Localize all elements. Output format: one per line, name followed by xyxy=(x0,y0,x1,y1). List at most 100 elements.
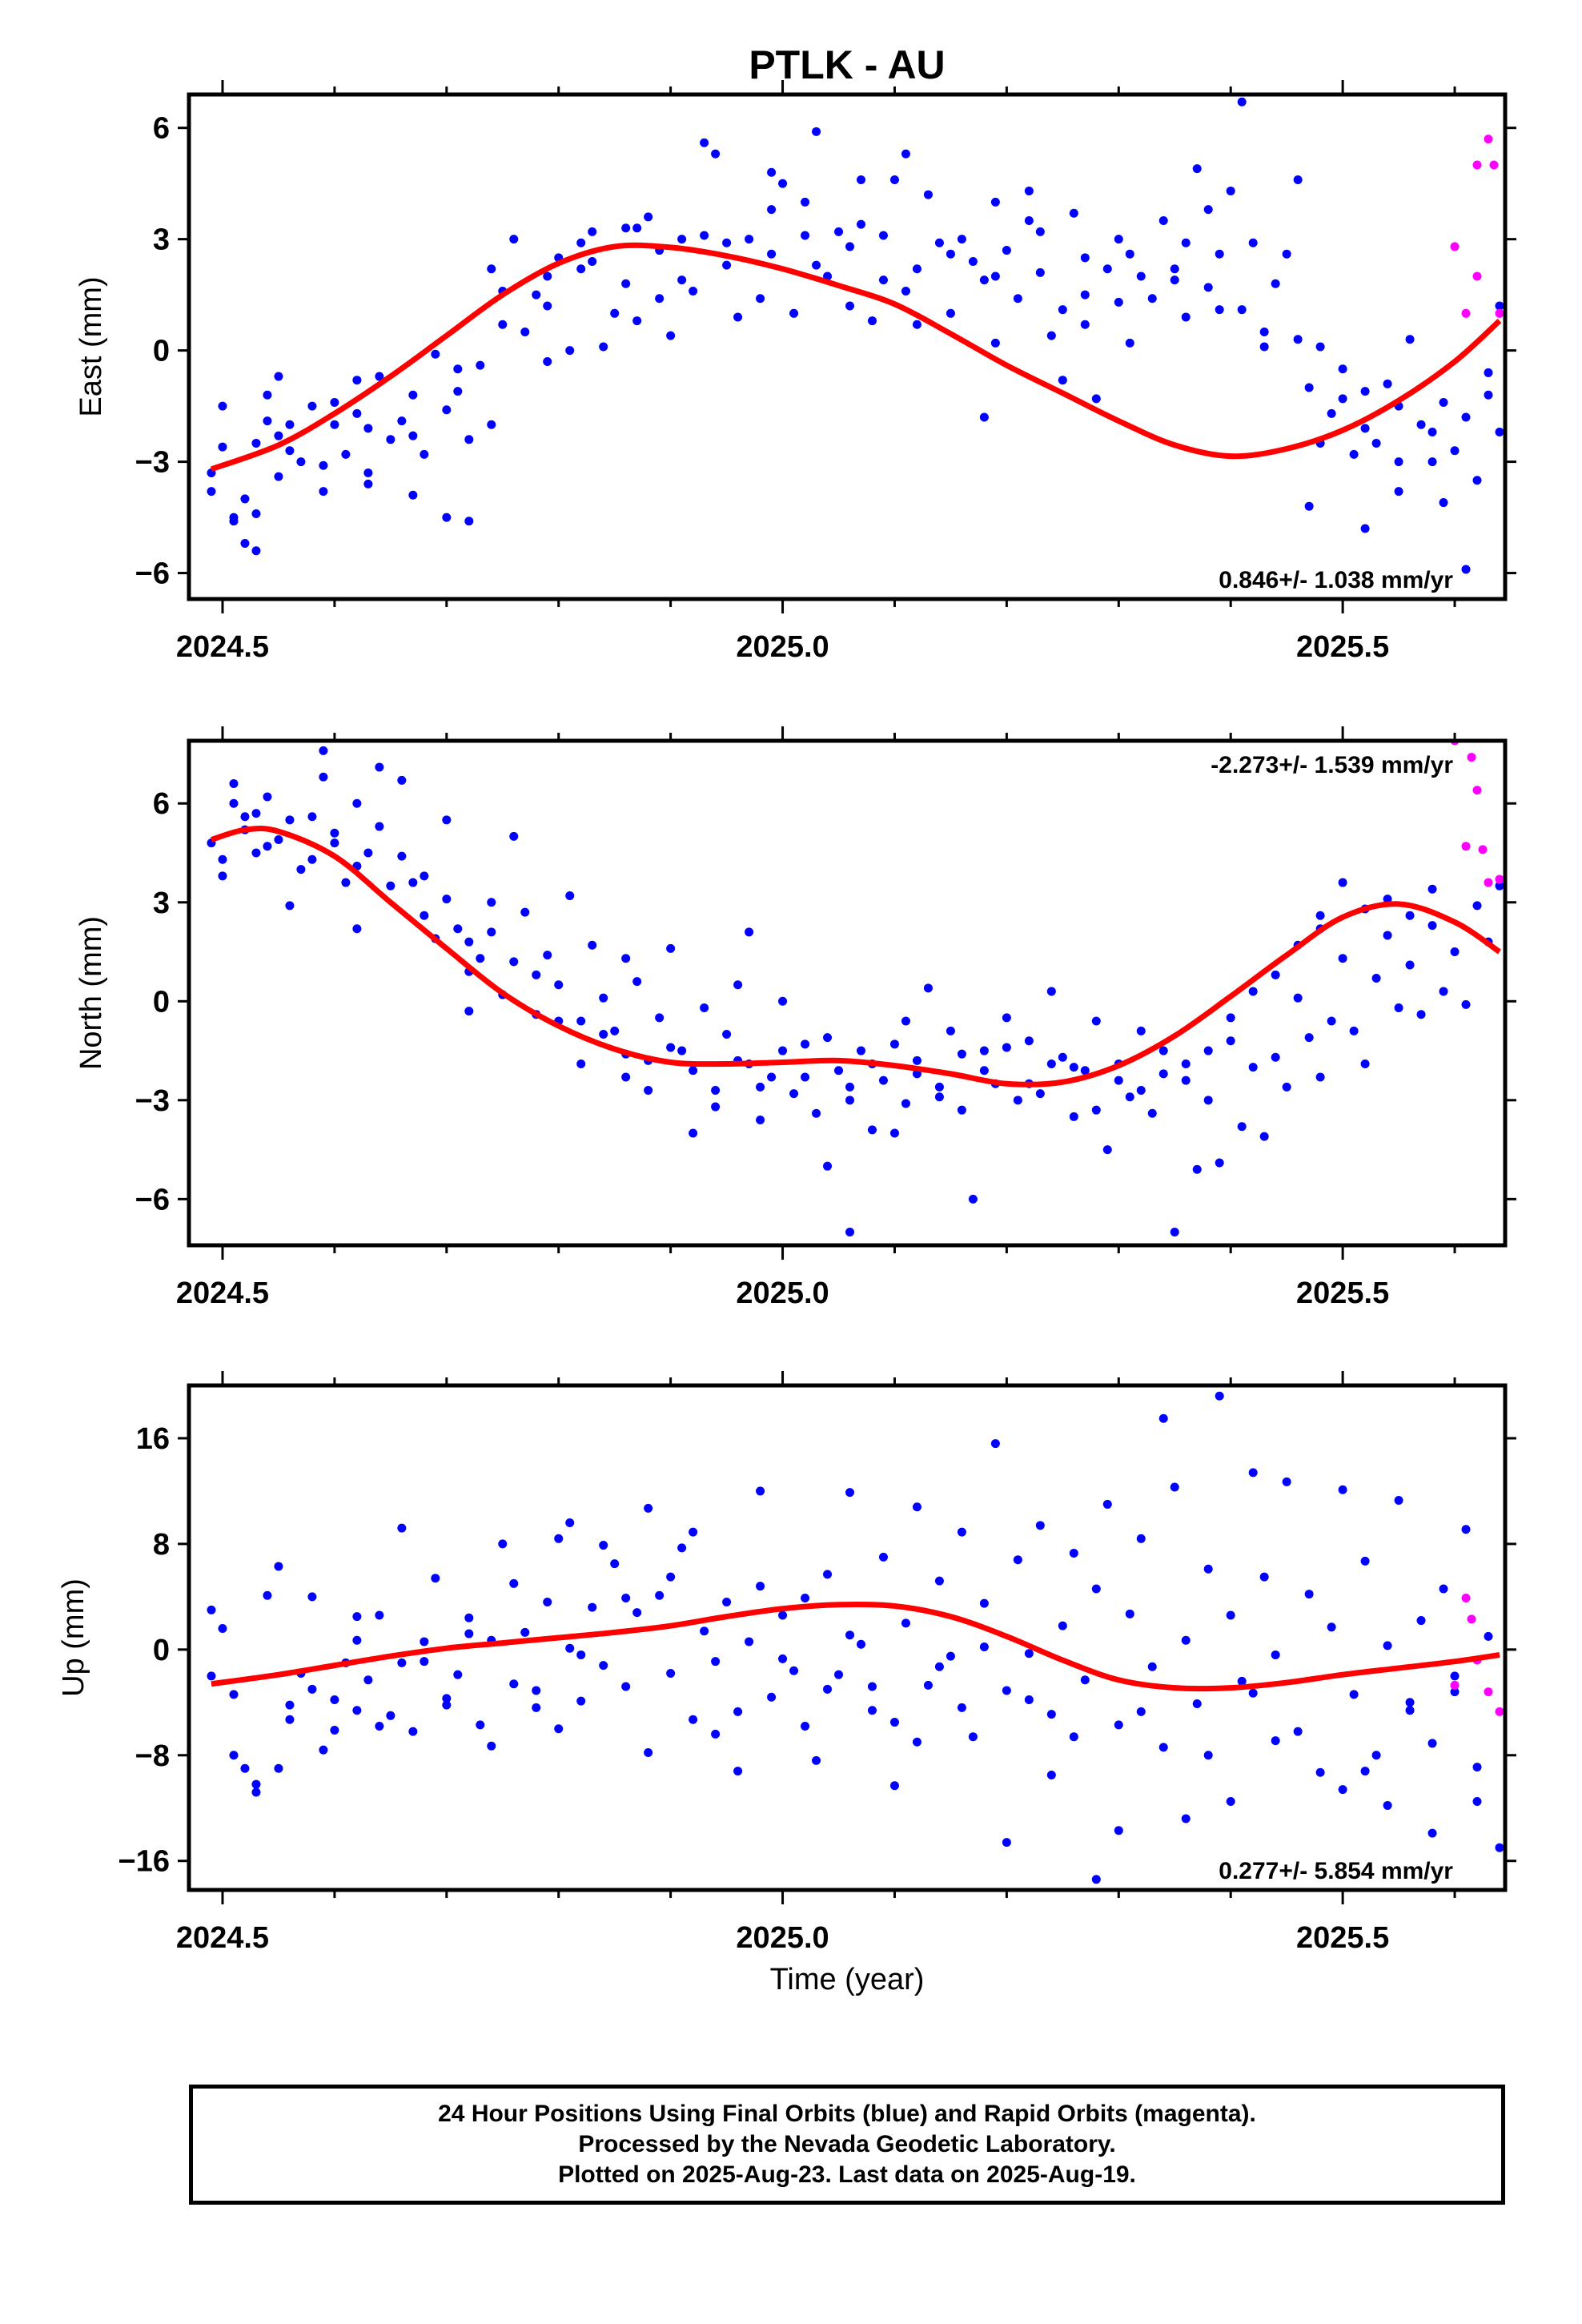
final-orbit-point xyxy=(745,235,754,244)
rapid-orbit-point xyxy=(1461,308,1471,318)
final-orbit-point xyxy=(218,871,227,881)
final-orbit-point xyxy=(1405,335,1415,344)
final-orbit-point xyxy=(1114,297,1123,307)
final-orbit-point xyxy=(1013,294,1022,304)
final-orbit-point xyxy=(352,798,362,808)
final-orbit-point xyxy=(677,275,687,285)
final-orbit-point xyxy=(1259,1572,1269,1582)
final-orbit-point xyxy=(1517,1596,1526,1605)
final-orbit-point xyxy=(711,1729,721,1739)
final-orbit-point xyxy=(1495,881,1504,891)
final-orbit-point xyxy=(812,127,821,136)
final-orbit-point xyxy=(341,449,351,459)
final-orbit-point xyxy=(812,1755,821,1765)
final-orbit-point xyxy=(1349,1690,1359,1699)
final-orbit-point xyxy=(644,1747,653,1757)
final-orbit-point xyxy=(1080,1066,1090,1076)
y-axis-label: North (mm) xyxy=(74,916,108,1070)
final-orbit-point xyxy=(1506,977,1515,986)
final-orbit-point xyxy=(431,349,440,359)
final-orbit-point xyxy=(1371,973,1381,983)
final-orbit-point xyxy=(1394,457,1403,467)
final-orbit-point xyxy=(509,235,519,244)
final-orbit-point xyxy=(801,231,810,240)
panel-3: 2024.5 2025.0 2025.5 −16 −8 0 8 16 Up (mm) 0.277+… xyxy=(57,1371,1537,1955)
final-orbit-point xyxy=(655,1013,665,1023)
final-orbit-point xyxy=(251,1779,261,1789)
final-orbit-point xyxy=(990,1439,1000,1449)
final-orbit-point xyxy=(453,1670,463,1679)
rapid-orbit-point xyxy=(1461,1594,1471,1603)
final-orbit-point xyxy=(1315,342,1325,352)
final-orbit-point xyxy=(878,1076,888,1085)
final-orbit-point xyxy=(677,235,687,244)
final-orbit-point xyxy=(689,1715,698,1724)
final-orbit-point xyxy=(1371,438,1381,448)
final-orbit-point xyxy=(520,327,530,336)
final-orbit-point xyxy=(845,1630,854,1640)
footer-line-2: Processed by the Nevada Geodetic Laborat… xyxy=(578,2131,1116,2157)
final-orbit-point xyxy=(476,954,485,963)
final-orbit-point xyxy=(330,838,339,848)
final-orbit-point xyxy=(979,1642,989,1652)
y-tick-label: 8 xyxy=(153,1528,170,1562)
final-orbit-point xyxy=(946,308,955,318)
final-orbit-point xyxy=(1147,1108,1157,1118)
y-axis-label: East (mm) xyxy=(74,276,108,416)
final-orbit-point xyxy=(610,1026,620,1035)
final-orbit-point xyxy=(632,977,642,987)
final-orbit-point xyxy=(1226,1036,1235,1046)
final-orbit-point xyxy=(520,1627,530,1637)
final-orbit-point xyxy=(812,260,821,270)
final-orbit-point xyxy=(1181,1059,1191,1069)
final-orbit-point xyxy=(352,1612,362,1622)
final-orbit-point xyxy=(1528,468,1537,477)
final-orbit-point xyxy=(1528,1776,1537,1785)
final-orbit-point xyxy=(1226,186,1235,195)
final-orbit-point xyxy=(1136,271,1146,281)
rapid-orbit-point xyxy=(1461,842,1471,851)
final-orbit-point xyxy=(487,898,496,907)
final-orbit-point xyxy=(934,1082,944,1092)
final-orbit-point xyxy=(240,539,250,549)
final-orbit-point xyxy=(1259,342,1269,352)
final-orbit-point xyxy=(689,1527,698,1537)
y-tick-label: 0 xyxy=(153,335,170,368)
final-orbit-point xyxy=(1080,320,1090,329)
final-orbit-point xyxy=(487,420,496,429)
final-orbit-point xyxy=(1013,1096,1022,1105)
final-orbit-point xyxy=(990,338,1000,348)
final-orbit-point xyxy=(878,231,888,240)
final-orbit-point xyxy=(621,279,631,288)
final-orbit-point xyxy=(330,420,339,429)
final-orbit-point xyxy=(666,1043,676,1052)
final-orbit-point xyxy=(722,260,732,270)
final-orbit-point xyxy=(1450,1671,1460,1681)
final-orbit-point xyxy=(1349,1026,1359,1035)
final-orbit-point xyxy=(767,167,777,177)
final-orbit-point xyxy=(979,1598,989,1608)
final-orbit-point xyxy=(901,287,910,296)
final-orbit-point xyxy=(946,1651,955,1661)
final-orbit-point xyxy=(912,1737,921,1747)
final-orbit-point xyxy=(397,1523,407,1533)
y-tick-label: −6 xyxy=(135,1183,170,1216)
final-orbit-point xyxy=(1035,227,1045,236)
final-orbit-point xyxy=(1181,1635,1191,1645)
final-orbit-point xyxy=(1450,1687,1460,1697)
final-orbit-point xyxy=(867,1706,877,1715)
final-orbit-point xyxy=(1338,1785,1347,1795)
y-tick-label: 3 xyxy=(153,887,170,920)
final-orbit-point xyxy=(1024,1036,1034,1046)
final-orbit-point xyxy=(274,835,283,845)
final-orbit-point xyxy=(498,1539,508,1549)
final-orbit-point xyxy=(442,1700,452,1710)
final-orbit-point xyxy=(1360,1059,1370,1069)
final-orbit-point xyxy=(801,1072,810,1082)
final-orbit-point xyxy=(745,1637,754,1647)
final-orbit-point xyxy=(733,1707,743,1716)
final-orbit-point xyxy=(307,401,317,411)
final-orbit-point xyxy=(845,1488,854,1498)
final-orbit-point xyxy=(1035,1089,1045,1099)
